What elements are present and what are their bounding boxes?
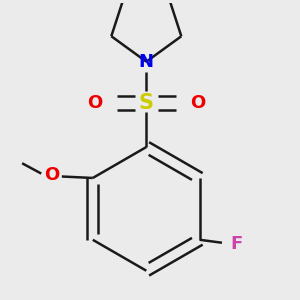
Text: S: S <box>139 93 154 113</box>
Text: O: O <box>190 94 206 112</box>
Text: O: O <box>87 94 102 112</box>
Text: N: N <box>139 53 154 71</box>
Text: F: F <box>230 235 243 253</box>
Text: O: O <box>44 166 59 184</box>
